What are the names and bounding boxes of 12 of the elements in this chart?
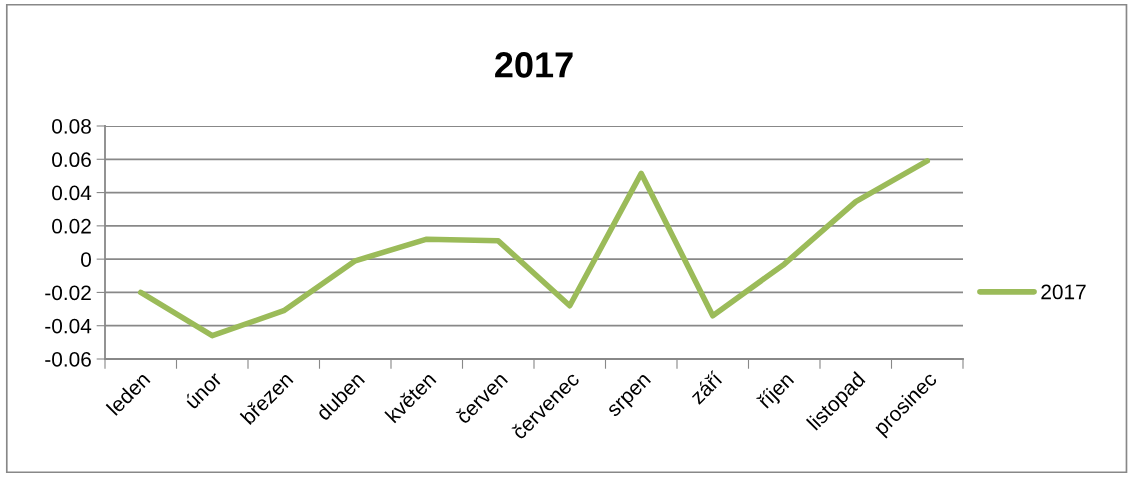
legend-label: 2017 xyxy=(1041,284,1086,300)
y-tick-label: 0 xyxy=(81,252,91,267)
y-tick-label: 0.04 xyxy=(52,185,92,201)
x-tick-label: říjen xyxy=(756,371,798,413)
chart-title: 2017 xyxy=(495,52,573,78)
y-tick-label: 0.06 xyxy=(52,152,91,168)
y-tick-label: 0.08 xyxy=(52,119,91,134)
y-tick-label: -0.06 xyxy=(45,352,91,367)
x-tick-label: září xyxy=(688,370,724,405)
y-tick-label: 0.02 xyxy=(52,218,91,234)
y-tick-label: -0.02 xyxy=(45,285,91,301)
y-tick-label: -0.04 xyxy=(45,318,92,334)
